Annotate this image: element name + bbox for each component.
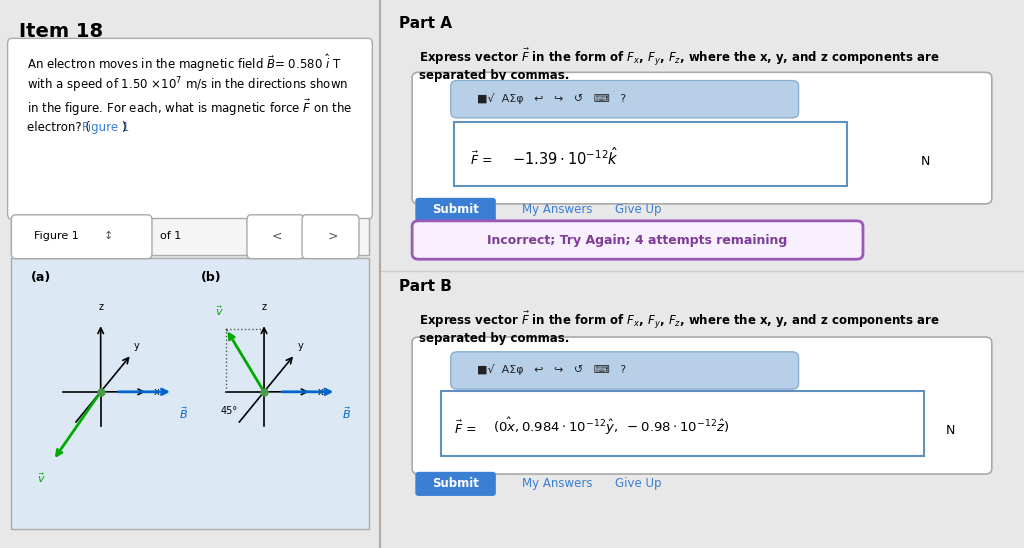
- Text: An electron moves in the magnetic field $\vec{B}$= 0.580 $\hat{i}$ T: An electron moves in the magnetic field …: [27, 52, 341, 74]
- FancyBboxPatch shape: [451, 81, 799, 118]
- Text: with a speed of 1.50 $\times$10$^7$ m/s in the directions shown: with a speed of 1.50 $\times$10$^7$ m/s …: [27, 75, 348, 95]
- Text: Submit: Submit: [432, 203, 479, 216]
- Text: ↕: ↕: [103, 231, 113, 241]
- FancyBboxPatch shape: [412, 221, 863, 259]
- FancyBboxPatch shape: [302, 215, 359, 259]
- Text: ■√  AΣφ   ↩   ↪   ↺   ⌨   ?: ■√ AΣφ ↩ ↪ ↺ ⌨ ?: [476, 364, 626, 375]
- Text: separated by commas.: separated by commas.: [419, 332, 569, 345]
- FancyBboxPatch shape: [412, 72, 992, 204]
- Text: Submit: Submit: [432, 477, 479, 490]
- Text: of 1: of 1: [160, 231, 181, 241]
- Text: My Answers: My Answers: [521, 203, 592, 216]
- Text: separated by commas.: separated by commas.: [419, 68, 569, 82]
- Text: y: y: [134, 341, 139, 351]
- Text: Figure 1: Figure 1: [82, 121, 129, 134]
- FancyBboxPatch shape: [441, 391, 925, 456]
- Text: $\vec{B}$: $\vec{B}$: [178, 406, 187, 421]
- Text: $\vec{v}$: $\vec{v}$: [37, 471, 46, 485]
- FancyBboxPatch shape: [416, 198, 496, 222]
- Text: x: x: [317, 387, 323, 397]
- FancyBboxPatch shape: [11, 215, 152, 259]
- FancyBboxPatch shape: [416, 472, 496, 496]
- Text: (b): (b): [202, 271, 222, 284]
- Text: Express vector $\vec{F}$ in the form of $F_x$, $F_y$, $F_z$, where the x, y, and: Express vector $\vec{F}$ in the form of …: [419, 310, 939, 330]
- Text: 45°: 45°: [220, 406, 238, 415]
- Text: $\vec{B}$: $\vec{B}$: [342, 406, 351, 421]
- Text: electron? (: electron? (: [27, 121, 89, 134]
- Text: $-1.39 \cdot 10^{-12}\hat{k}$: $-1.39 \cdot 10^{-12}\hat{k}$: [512, 146, 618, 168]
- Text: in the figure. For each, what is magnetic force $\vec{F}$ on the: in the figure. For each, what is magneti…: [27, 98, 352, 118]
- Text: z: z: [98, 302, 103, 312]
- Text: Incorrect; Try Again; 4 attempts remaining: Incorrect; Try Again; 4 attempts remaini…: [487, 233, 787, 247]
- Text: $(\hat{0x},0.984 \cdot 10^{-12}\hat{y},\ -0.98 \cdot 10^{-12}\hat{z})$: $(\hat{0x},0.984 \cdot 10^{-12}\hat{y},\…: [493, 416, 729, 437]
- Text: My Answers: My Answers: [521, 477, 592, 490]
- Text: Item 18: Item 18: [19, 22, 103, 41]
- Text: Express vector $\vec{F}$ in the form of $F_x$, $F_y$, $F_z$, where the x, y, and: Express vector $\vec{F}$ in the form of …: [419, 47, 939, 67]
- Text: >: >: [327, 230, 338, 243]
- FancyBboxPatch shape: [454, 122, 847, 186]
- Text: ■√  AΣφ   ↩   ↪   ↺   ⌨   ?: ■√ AΣφ ↩ ↪ ↺ ⌨ ?: [476, 93, 626, 104]
- Text: y: y: [297, 341, 303, 351]
- Text: Give Up: Give Up: [615, 203, 662, 216]
- FancyBboxPatch shape: [7, 38, 373, 219]
- FancyBboxPatch shape: [451, 352, 799, 389]
- Text: Part A: Part A: [399, 16, 453, 31]
- FancyBboxPatch shape: [412, 337, 992, 474]
- Text: Part B: Part B: [399, 279, 453, 294]
- Text: z: z: [261, 302, 266, 312]
- Text: x: x: [154, 387, 160, 397]
- Text: (a): (a): [31, 271, 50, 284]
- FancyBboxPatch shape: [247, 215, 304, 259]
- FancyBboxPatch shape: [11, 258, 369, 529]
- Text: <: <: [272, 230, 283, 243]
- Text: Give Up: Give Up: [615, 477, 662, 490]
- Text: $\vec{F}$ =: $\vec{F}$ =: [470, 150, 493, 168]
- Text: $\vec{v}$: $\vec{v}$: [215, 304, 224, 318]
- Text: ): ): [121, 121, 125, 134]
- FancyBboxPatch shape: [11, 218, 369, 255]
- Text: Figure 1: Figure 1: [34, 231, 79, 241]
- Text: $\vec{F}$ =: $\vec{F}$ =: [454, 420, 476, 437]
- Text: N: N: [945, 424, 954, 437]
- Text: N: N: [921, 155, 931, 168]
